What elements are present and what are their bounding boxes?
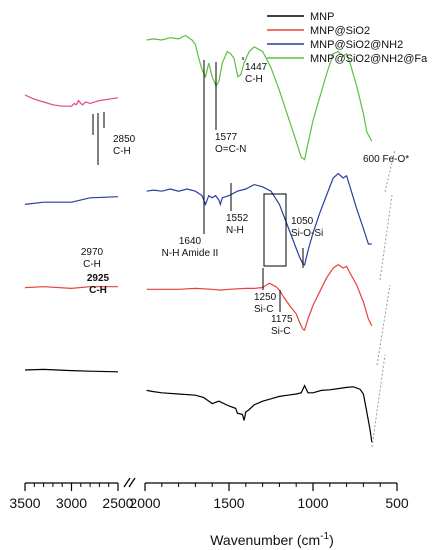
x-tick-label-right-2000: 2000 [129,495,160,511]
annotation-label-2925-1: C-H [89,285,107,296]
annotation-label-600-0: 600 Fe-O* [363,154,409,165]
series-line-3-right [146,34,373,161]
axis-break-mark-1 [123,477,131,488]
x-tick-label-right-1500: 1500 [213,495,244,511]
annotation-label-1447-0: 1447 [245,62,268,73]
annotation-label-1250-1: Si-C [254,304,273,315]
x-tick-label-left-3000: 3000 [56,495,87,511]
annotation-label-2925-0: 2925 [87,273,110,284]
annotation-label-1175-0: 1175 [271,314,293,325]
x-tick-label-right-1000: 1000 [297,495,328,511]
series-line-1-right [146,263,373,331]
x-axis-label: Wavenumber (cm-1) [210,531,334,548]
x-axis-label-close: ) [329,532,334,548]
fe-o-guide-line-0 [371,354,386,448]
fe-o-guide-line-1 [376,284,391,366]
annotation-label-1640-1: N-H Amide II [162,248,219,259]
series-line-2-left [24,196,119,205]
fe-o-guide-line-2 [379,194,393,281]
annotation-label-1577-0: 1577 [215,132,238,143]
legend-label-0: MNP [310,11,334,23]
annotation-label-1447-1: C-H [245,74,263,85]
annotation-label-1640-0: 1640 [179,236,202,247]
annotation-label-2970-1: C-H [83,259,101,270]
x-axis-label-superscript: -1 [320,531,329,542]
series-line-1-left [24,286,118,290]
annotation-label-1050-1: Si-O-Si [291,228,323,239]
annotations: 2970C-H2925C-H2850C-H1447C-H1577O=C-N155… [81,57,409,337]
annotation-label-1050-0: 1050 [291,216,314,227]
annotation-label-2850-0: 2850 [113,134,136,145]
annotation-label-1552-0: 1552 [226,213,249,224]
legend-label-3: MNP@SiO2@NH2@Fa [310,53,428,65]
annotation-label-2850-1: C-H [113,146,131,157]
x-tick-label-left-3500: 3500 [9,495,40,511]
annotation-label-1577-1: O=C-N [215,144,246,155]
series-line-4-left [24,94,119,107]
series-line-2-right [146,172,372,266]
series-line-0-left [24,368,119,373]
series-line-0-right [146,384,373,443]
annotation-label-1175-1: Si-C [271,326,290,337]
si-c-region-box [263,193,287,267]
legend: MNP MNP@SiO2 MNP@SiO2@NH2 MNP@SiO2@NH2@Fa [267,11,428,65]
axis-break-mark-2 [128,477,136,488]
x-tick-label-right-500: 500 [385,495,409,511]
annotation-label-1552-1: N-H [226,225,244,236]
legend-label-1: MNP@SiO2 [310,25,370,37]
x-axis-label-text: Wavenumber (cm [210,532,320,548]
plot-area [24,34,396,448]
legend-label-2: MNP@SiO2@NH2 [310,39,403,51]
annotation-label-2970-0: 2970 [81,247,104,258]
fe-o-guide-line-3 [384,149,396,193]
annotation-label-1250-0: 1250 [254,292,277,303]
x-tick-label-left-2500: 2500 [102,495,133,511]
